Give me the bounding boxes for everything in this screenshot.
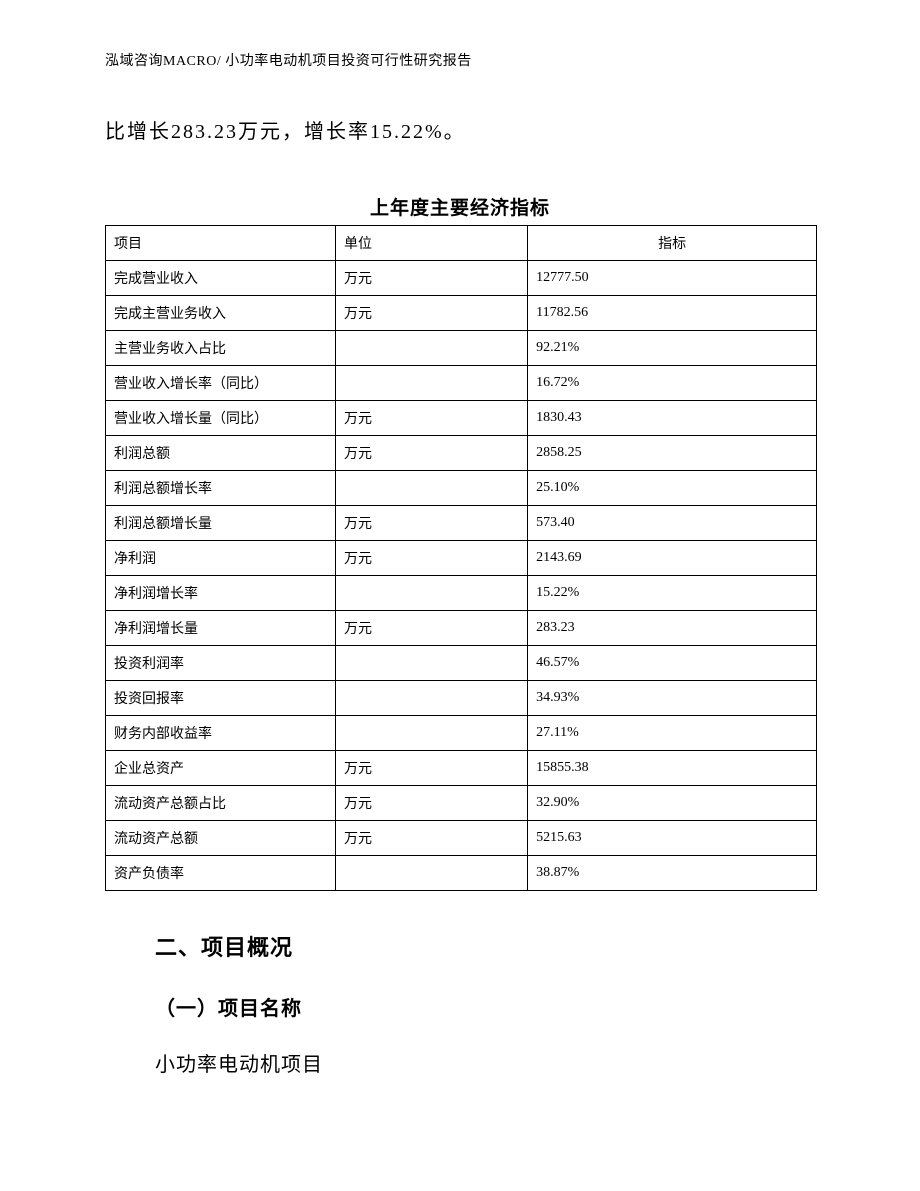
table-cell: 573.40 (528, 506, 817, 541)
table-cell: 92.21% (528, 331, 817, 366)
table-cell: 净利润增长量 (106, 611, 336, 646)
table-row: 营业收入增长量（同比）万元1830.43 (106, 401, 817, 436)
table-cell: 万元 (335, 296, 527, 331)
table-cell: 38.87% (528, 856, 817, 891)
table-cell: 财务内部收益率 (106, 716, 336, 751)
table-row: 利润总额万元2858.25 (106, 436, 817, 471)
table-cell (335, 576, 527, 611)
table-row: 财务内部收益率 27.11% (106, 716, 817, 751)
page-header: 泓域咨询MACRO/ 小功率电动机项目投资可行性研究报告 (105, 50, 472, 70)
subsection-heading: （一）项目名称 (155, 992, 302, 1021)
table-cell (335, 681, 527, 716)
table-cell: 投资利润率 (106, 646, 336, 681)
table-cell: 完成主营业务收入 (106, 296, 336, 331)
table-cell: 万元 (335, 506, 527, 541)
table-cell: 46.57% (528, 646, 817, 681)
table-row: 企业总资产万元15855.38 (106, 751, 817, 786)
table-cell: 27.11% (528, 716, 817, 751)
table-cell: 利润总额 (106, 436, 336, 471)
table-title: 上年度主要经济指标 (0, 193, 920, 220)
table-cell: 营业收入增长率（同比） (106, 366, 336, 401)
table-row: 营业收入增长率（同比） 16.72% (106, 366, 817, 401)
table-cell (335, 366, 527, 401)
table-cell: 净利润 (106, 541, 336, 576)
table-cell (335, 716, 527, 751)
table-cell: 万元 (335, 541, 527, 576)
table-cell: 主营业务收入占比 (106, 331, 336, 366)
table-cell: 15855.38 (528, 751, 817, 786)
table-row: 资产负债率 38.87% (106, 856, 817, 891)
table-cell: 万元 (335, 436, 527, 471)
table-cell: 1830.43 (528, 401, 817, 436)
table-cell: 32.90% (528, 786, 817, 821)
table-row: 利润总额增长量万元573.40 (106, 506, 817, 541)
table-row: 完成营业收入万元12777.50 (106, 261, 817, 296)
table-cell: 流动资产总额占比 (106, 786, 336, 821)
table-row: 利润总额增长率 25.10% (106, 471, 817, 506)
table-cell: 万元 (335, 786, 527, 821)
table-header-col3: 指标 (528, 226, 817, 261)
economic-indicators-table: 项目 单位 指标 完成营业收入万元12777.50 完成主营业务收入万元1178… (105, 225, 817, 891)
table-cell (335, 471, 527, 506)
table-row: 投资利润率 46.57% (106, 646, 817, 681)
table-cell: 2143.69 (528, 541, 817, 576)
intro-paragraph: 比增长283.23万元，增长率15.22%。 (105, 115, 466, 144)
table-row: 投资回报率 34.93% (106, 681, 817, 716)
table-cell: 利润总额增长量 (106, 506, 336, 541)
table-cell (335, 646, 527, 681)
table-cell: 万元 (335, 751, 527, 786)
table-cell: 283.23 (528, 611, 817, 646)
table-cell: 15.22% (528, 576, 817, 611)
table-row: 净利润增长率 15.22% (106, 576, 817, 611)
table-row: 净利润增长量万元283.23 (106, 611, 817, 646)
table-cell: 16.72% (528, 366, 817, 401)
table-cell: 34.93% (528, 681, 817, 716)
table-row: 主营业务收入占比 92.21% (106, 331, 817, 366)
table-cell: 企业总资产 (106, 751, 336, 786)
table-row: 净利润万元2143.69 (106, 541, 817, 576)
table-cell: 利润总额增长率 (106, 471, 336, 506)
table-cell: 万元 (335, 261, 527, 296)
table-cell: 资产负债率 (106, 856, 336, 891)
table-header-row: 项目 单位 指标 (106, 226, 817, 261)
table-cell: 11782.56 (528, 296, 817, 331)
table-cell: 25.10% (528, 471, 817, 506)
table-body: 完成营业收入万元12777.50 完成主营业务收入万元11782.56 主营业务… (106, 261, 817, 891)
table-cell: 12777.50 (528, 261, 817, 296)
table-cell: 营业收入增长量（同比） (106, 401, 336, 436)
table-cell: 净利润增长率 (106, 576, 336, 611)
body-paragraph: 小功率电动机项目 (155, 1048, 323, 1077)
table-row: 完成主营业务收入万元11782.56 (106, 296, 817, 331)
section-heading: 二、项目概况 (155, 930, 293, 962)
table-cell: 完成营业收入 (106, 261, 336, 296)
table-header-col1: 项目 (106, 226, 336, 261)
table-header-col2: 单位 (335, 226, 527, 261)
table-cell: 流动资产总额 (106, 821, 336, 856)
table-cell (335, 856, 527, 891)
table-cell: 投资回报率 (106, 681, 336, 716)
table-cell: 2858.25 (528, 436, 817, 471)
table-cell: 万元 (335, 611, 527, 646)
table-cell: 万元 (335, 821, 527, 856)
table-cell: 万元 (335, 401, 527, 436)
table-cell (335, 331, 527, 366)
table-cell: 5215.63 (528, 821, 817, 856)
table-row: 流动资产总额万元5215.63 (106, 821, 817, 856)
table-row: 流动资产总额占比万元32.90% (106, 786, 817, 821)
